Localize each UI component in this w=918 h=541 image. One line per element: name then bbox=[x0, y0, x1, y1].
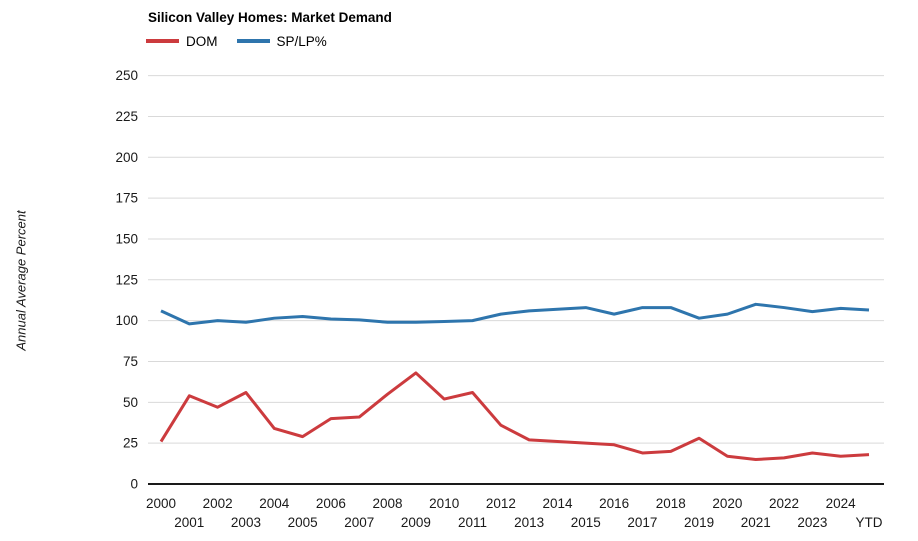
y-tick-label: 225 bbox=[115, 109, 138, 124]
x-tick-label: 2016 bbox=[599, 496, 629, 511]
y-tick-label: 25 bbox=[123, 436, 138, 451]
y-tick-label: 75 bbox=[123, 354, 138, 369]
y-tick-label: 250 bbox=[115, 68, 138, 83]
legend: DOM SP/LP% bbox=[146, 33, 327, 49]
x-tick-label: 2022 bbox=[769, 496, 799, 511]
x-tick-label: 2019 bbox=[684, 515, 714, 530]
x-tick-label: 2011 bbox=[458, 515, 487, 530]
chart-title: Silicon Valley Homes: Market Demand bbox=[148, 10, 392, 25]
x-tick-label: 2003 bbox=[231, 515, 261, 530]
x-tick-label: 2001 bbox=[174, 515, 204, 530]
y-tick-label: 125 bbox=[115, 272, 138, 287]
x-tick-label: 2009 bbox=[401, 515, 431, 530]
y-tick-label: 175 bbox=[115, 191, 138, 206]
x-tick-label: 2004 bbox=[259, 496, 290, 511]
legend-label-dom: DOM bbox=[186, 33, 218, 49]
x-tick-label: YTD bbox=[856, 515, 883, 530]
y-tick-label: 50 bbox=[123, 395, 138, 410]
x-tick-label: 2018 bbox=[656, 496, 686, 511]
x-tick-label: 2005 bbox=[288, 515, 318, 530]
x-tick-label: 2023 bbox=[797, 515, 827, 530]
legend-label-splp: SP/LP% bbox=[276, 33, 327, 49]
x-tick-label: 2008 bbox=[373, 496, 403, 511]
y-tick-label: 100 bbox=[115, 313, 138, 328]
legend-item-splp: SP/LP% bbox=[236, 33, 327, 49]
x-tick-label: 2014 bbox=[542, 496, 573, 511]
y-tick-label: 200 bbox=[115, 150, 138, 165]
x-tick-label: 2020 bbox=[712, 496, 742, 511]
splp-line-swatch bbox=[236, 39, 270, 43]
series-line-splp bbox=[160, 302, 870, 326]
x-tick-label: 2017 bbox=[627, 515, 657, 530]
x-tick-label: 2007 bbox=[344, 515, 374, 530]
x-tick-label: 2015 bbox=[571, 515, 601, 530]
x-tick-label: 2021 bbox=[741, 515, 771, 530]
x-tick-label: 2006 bbox=[316, 496, 346, 511]
x-tick-label: 2024 bbox=[826, 496, 857, 511]
x-tick-label: 2012 bbox=[486, 496, 516, 511]
legend-item-dom: DOM bbox=[146, 34, 218, 49]
x-tick-label: 2002 bbox=[203, 496, 233, 511]
dom-line-swatch bbox=[146, 39, 179, 43]
x-tick-label: 2013 bbox=[514, 515, 544, 530]
x-tick-label: 2010 bbox=[429, 496, 459, 511]
series-line-dom bbox=[159, 371, 870, 461]
y-tick-label: 150 bbox=[115, 231, 138, 246]
x-tick-label: 2000 bbox=[146, 496, 176, 511]
y-tick-label: 0 bbox=[130, 477, 138, 492]
